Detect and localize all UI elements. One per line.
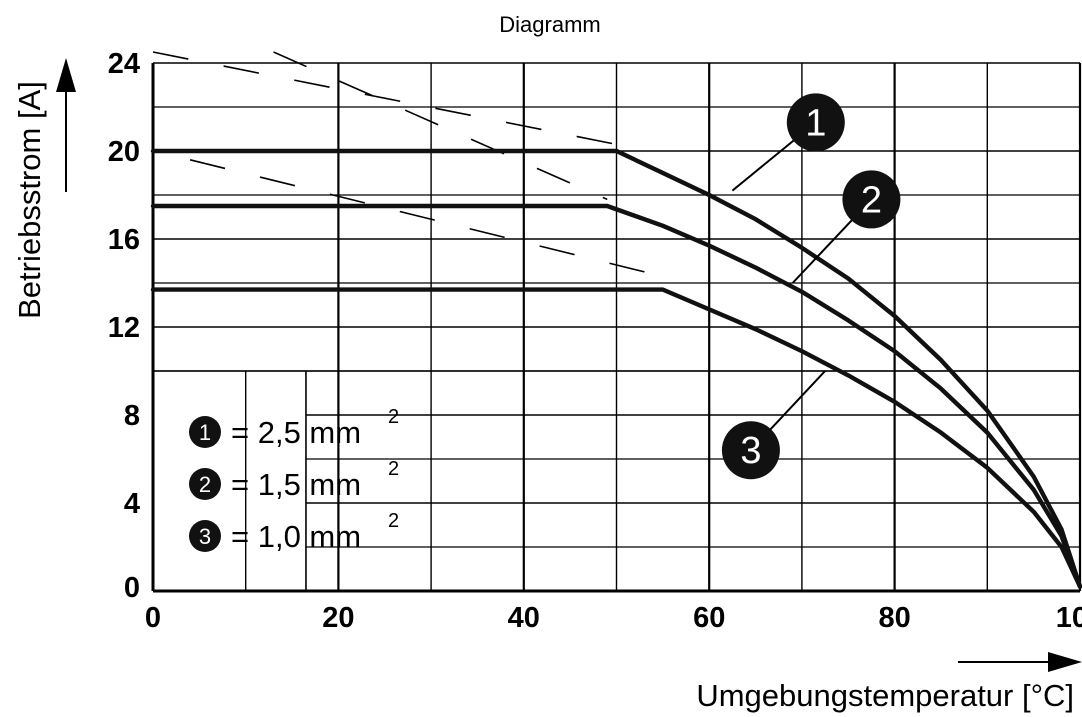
legend-badge-icon: [189, 468, 221, 500]
legend-badge-label: 3: [199, 524, 211, 549]
series-line-3: [150, 287, 1082, 589]
y-tick-label: 4: [124, 488, 140, 520]
legend: 1 = 2,5 mm 2 2 = 1,5 mm 2 3 = 1,0 mm 2: [189, 406, 399, 554]
y-tick-label: 20: [108, 136, 140, 168]
y-axis-arrow: [56, 58, 76, 192]
x-tick-label: 40: [508, 602, 540, 634]
y-tick-label: 16: [108, 224, 140, 256]
series-marker-label: 1: [805, 102, 826, 144]
series-marker-label: 2: [861, 179, 882, 221]
x-tick-label: 80: [878, 602, 910, 634]
legend-entry-text: = 2,5 mm: [231, 415, 361, 450]
y-tick-label: 8: [124, 400, 140, 432]
x-tick-label: 60: [693, 602, 725, 634]
dashed-reference-line: [273, 51, 608, 201]
arrow-right-icon: [1048, 652, 1082, 672]
dashed-reference-lines: [152, 51, 664, 278]
y-tick-label: 0: [124, 572, 140, 604]
legend-entry-text: = 1,0 mm: [231, 519, 361, 554]
series-markers: 12 3: [721, 93, 901, 480]
y-axis-label: Betriebsstrom [A]: [12, 81, 47, 319]
x-axis-arrow: [958, 652, 1082, 672]
x-tick-label: 20: [322, 602, 354, 634]
dashed-reference-line: [152, 51, 617, 146]
series-line-1: [150, 148, 1082, 589]
chart-title: Diagramm: [499, 12, 600, 37]
legend-badge-icon: [189, 416, 221, 448]
x-tick-label: 100: [1056, 602, 1082, 634]
legend-entry-superscript: 2: [388, 458, 399, 480]
series-marker-badge: [786, 93, 845, 152]
legend-badge-label: 2: [199, 472, 211, 497]
legend-badge-icon: [189, 520, 221, 552]
legend-entry-superscript: 2: [388, 406, 399, 428]
grid: [151, 62, 1082, 593]
tick-labels: 02040608010004812162024: [108, 48, 1082, 634]
series-lines: [150, 148, 1082, 589]
x-tick-label: 0: [145, 602, 161, 634]
y-tick-label: 12: [108, 312, 140, 344]
y-tick-label: 24: [108, 48, 140, 80]
series-marker-label: 3: [740, 430, 761, 472]
legend-entry-superscript: 2: [388, 510, 399, 532]
dashed-reference-line: [189, 159, 664, 278]
series-marker-badge: [721, 421, 780, 480]
series-marker-badge: [842, 170, 901, 229]
legend-entry-text: = 1,5 mm: [231, 467, 361, 502]
legend-badge-label: 1: [199, 420, 211, 445]
arrow-up-icon: [56, 58, 76, 92]
x-axis-label: Umgebungstemperatur [°C]: [696, 678, 1074, 713]
y-axis-label-group: Betriebsstrom [A]: [12, 81, 47, 319]
series-line-2: [150, 203, 1082, 589]
